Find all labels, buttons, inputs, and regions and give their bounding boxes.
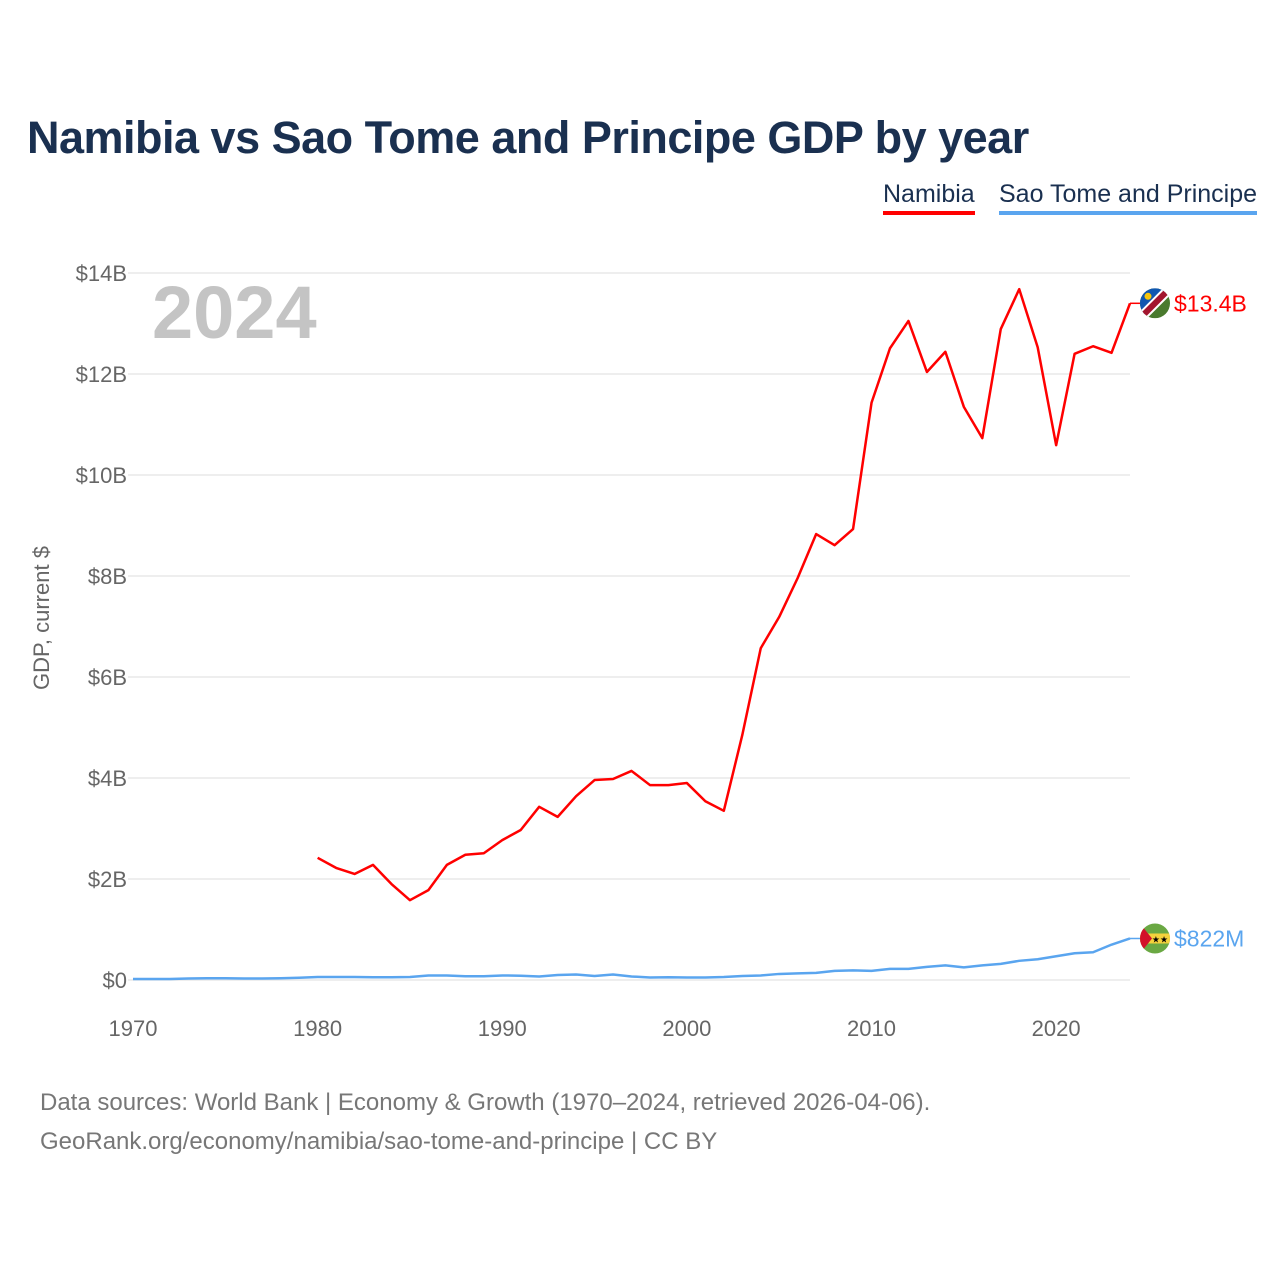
chart-title: Namibia vs Sao Tome and Principe GDP by …: [27, 112, 1029, 163]
y-tick-label: $6B: [88, 665, 127, 690]
x-tick-label: 1990: [478, 1016, 527, 1041]
y-tick-label: $4B: [88, 766, 127, 791]
y-tick-label: $0: [103, 968, 127, 993]
legend-sao-tome[interactable]: Sao Tome and Principe: [999, 180, 1258, 215]
x-tick-label: 2020: [1032, 1016, 1081, 1041]
x-tick-label: 1980: [293, 1016, 342, 1041]
source-note: Data sources: World Bank | Economy & Gro…: [40, 1083, 930, 1161]
y-tick-label: $12B: [76, 362, 127, 387]
end-value-label-sao-tome: $822M: [1174, 925, 1244, 951]
sao-tome-flag-icon: ★★: [1140, 923, 1170, 954]
current-year-label: 2024: [152, 271, 317, 354]
x-tick-label: 2010: [847, 1016, 896, 1041]
end-value-label-namibia: $13.4B: [1174, 290, 1247, 316]
x-tick-label: 1970: [109, 1016, 158, 1041]
y-tick-label: $10B: [76, 463, 127, 488]
y-tick-label: $14B: [76, 261, 127, 286]
namibia-flag-icon: [1140, 288, 1170, 319]
series-line-namibia: [317, 287, 1132, 902]
source-line-2[interactable]: GeoRank.org/economy/namibia/sao-tome-and…: [40, 1128, 718, 1155]
y-tick-label: $8B: [88, 564, 127, 589]
x-tick-label: 2000: [662, 1016, 711, 1041]
source-line-1: Data sources: World Bank | Economy & Gro…: [40, 1089, 931, 1116]
legend-namibia[interactable]: Namibia: [883, 180, 975, 215]
svg-text:★★: ★★: [1152, 934, 1168, 944]
y-tick-label: $2B: [88, 867, 127, 892]
series-line-sao-tome: [133, 937, 1131, 981]
